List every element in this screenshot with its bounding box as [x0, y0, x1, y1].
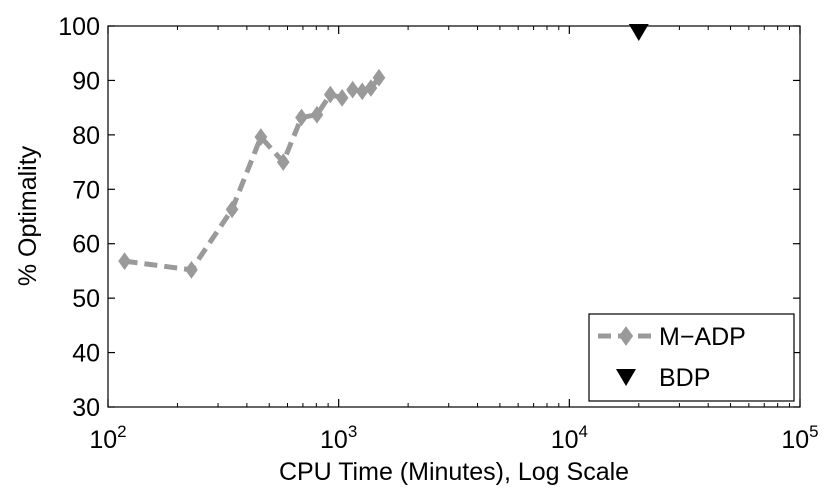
y-axis-label: % Optimality [14, 145, 42, 286]
y-tick-label: 30 [72, 394, 100, 422]
data-point-m-adp [372, 68, 386, 87]
x-tick-base: 10 [320, 426, 348, 454]
data-point-m-adp [225, 200, 239, 219]
x-tick-exponent: 2 [117, 422, 126, 441]
data-point-m-adp [118, 252, 131, 270]
data-point-m-adp [254, 128, 268, 146]
y-tick-label: 70 [72, 176, 100, 204]
x-tick-label: 104 [551, 422, 588, 454]
data-point-m-adp [346, 80, 360, 99]
legend-marker-m-adp [618, 326, 634, 346]
y-tick-label: 90 [72, 67, 100, 95]
y-axis-ticks: 30 40 50 60 70 80 90 100 [58, 13, 800, 422]
legend-label: M−ADP [659, 323, 746, 351]
data-point-bdp [628, 23, 649, 41]
legend-marker-bdp [616, 369, 636, 386]
data-point-m-adp [323, 85, 337, 104]
data-point-m-adp [276, 153, 290, 171]
x-tick-exponent: 4 [579, 422, 588, 441]
x-axis-label: CPU Time (Minutes), Log Scale [279, 458, 629, 486]
legend-label: BDP [659, 364, 710, 392]
y-tick-label: 80 [72, 122, 100, 150]
x-tick-label: 105 [781, 422, 818, 454]
y-tick-label: 50 [72, 285, 100, 313]
y-tick-label: 60 [72, 231, 100, 259]
data-point-m-adp [335, 88, 349, 107]
legend: M−ADP BDP [588, 313, 795, 402]
y-tick-label: 100 [58, 13, 100, 41]
x-tick-label: 103 [320, 422, 357, 454]
data-point-m-adp [295, 108, 308, 127]
x-tick-exponent: 3 [348, 422, 357, 441]
data-point-m-adp [364, 79, 378, 97]
x-tick-base: 10 [89, 426, 117, 454]
x-tick-base: 10 [781, 426, 809, 454]
x-tick-label: 102 [89, 422, 126, 454]
legend-items: M−ADP BDP [598, 323, 746, 392]
x-axis-ticks: 102 103 104 105 [89, 26, 819, 454]
legend-box [588, 313, 795, 402]
x-tick-base: 10 [551, 426, 579, 454]
data-point-m-adp [185, 260, 198, 279]
y-tick-label: 40 [72, 340, 100, 368]
data-point-m-adp [310, 105, 324, 124]
series-layer [118, 23, 649, 279]
x-tick-exponent: 5 [809, 422, 818, 441]
